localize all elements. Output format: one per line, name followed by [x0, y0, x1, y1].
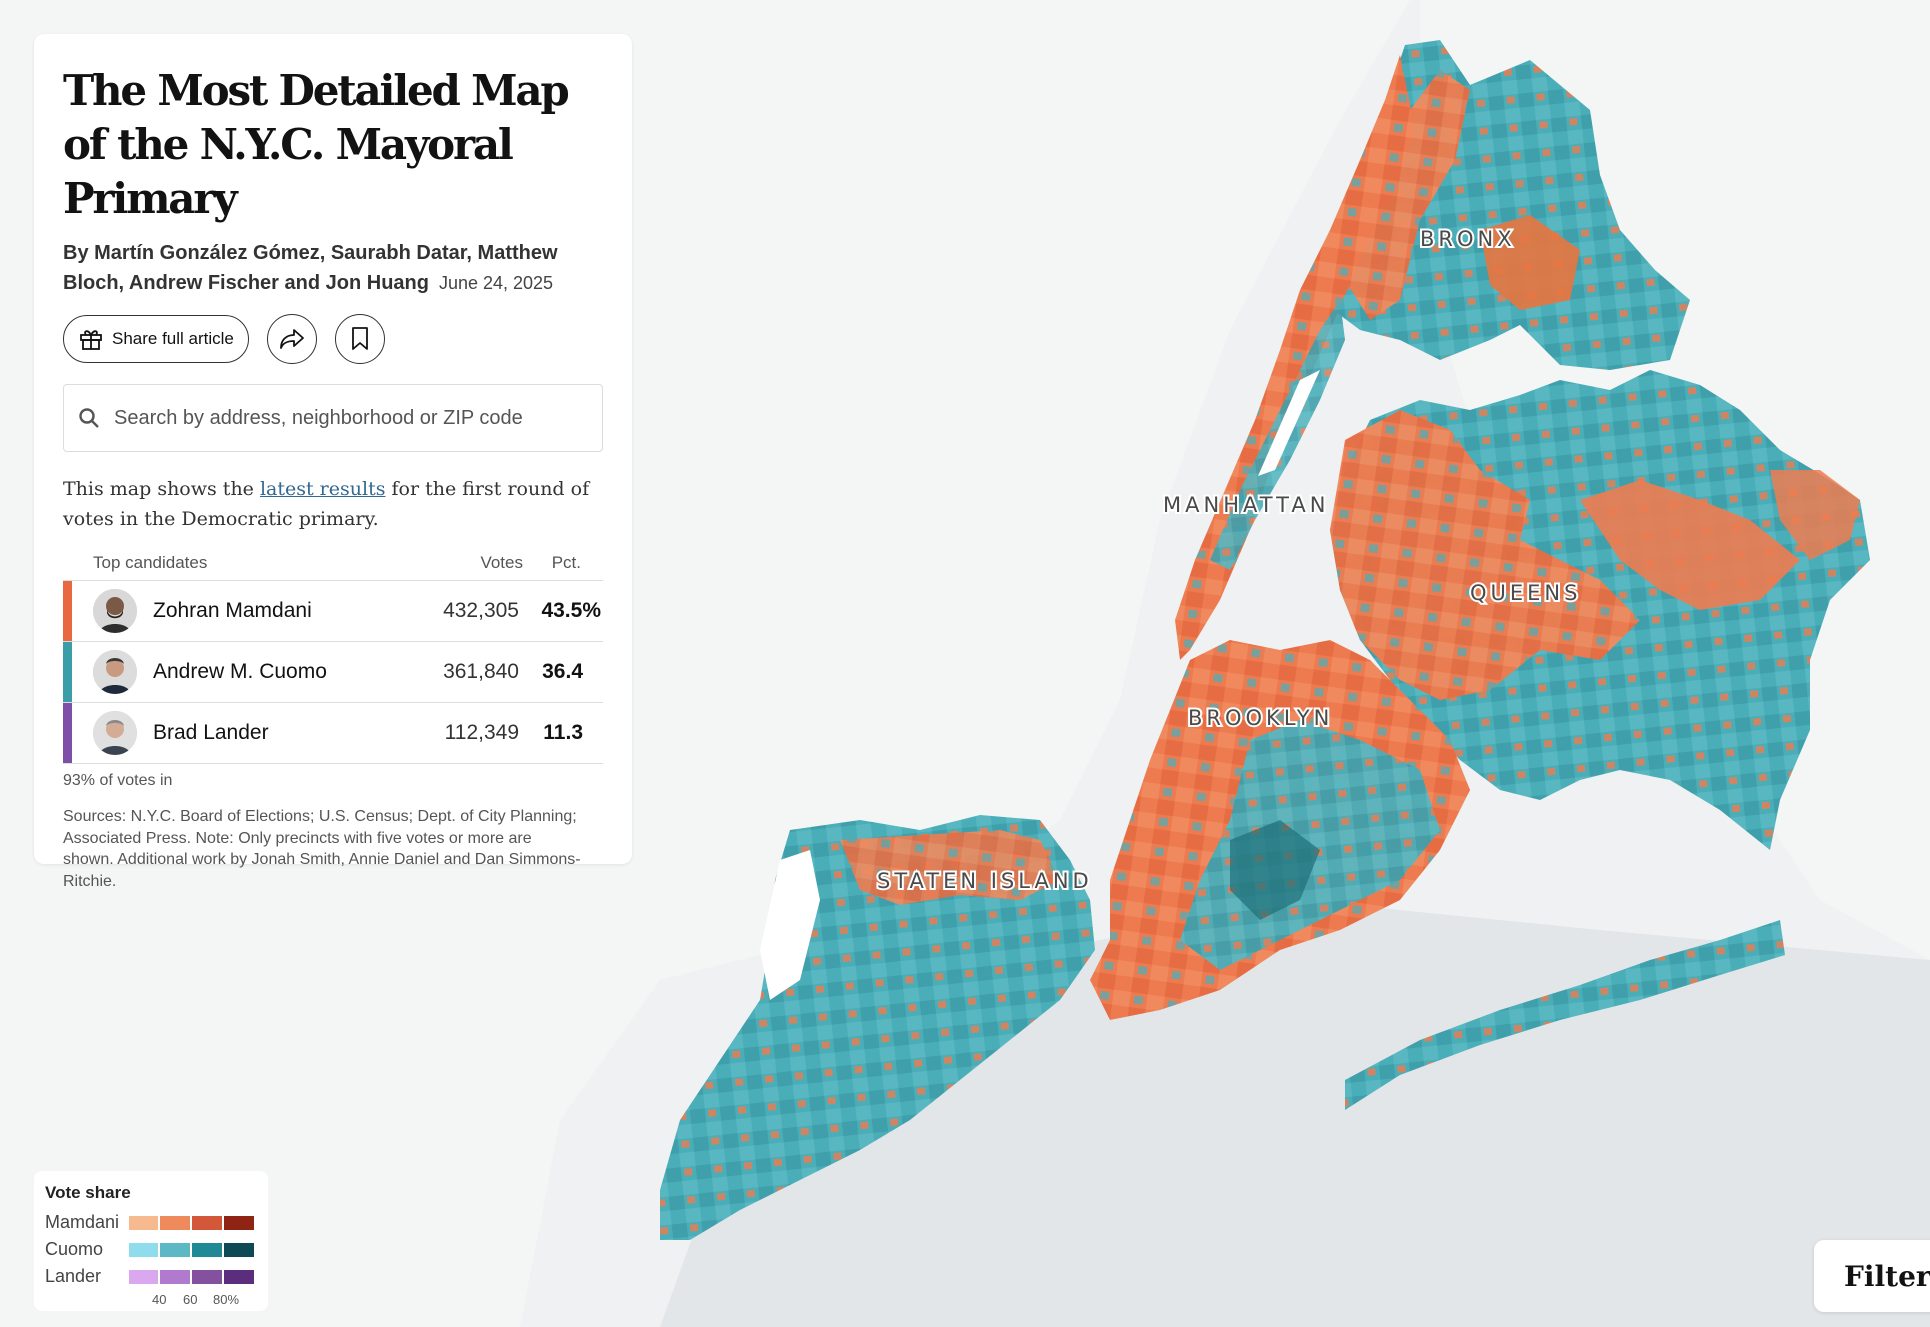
- legend-swatch: [160, 1242, 191, 1257]
- candidate-pct: 36.4: [542, 660, 583, 683]
- intro-after: for the first round of votes in the Demo…: [63, 478, 590, 530]
- candidate-color-bar: [63, 703, 72, 763]
- legend-swatch: [224, 1215, 255, 1230]
- search-input[interactable]: [112, 405, 586, 431]
- label-queens: QUEENS: [1470, 581, 1581, 605]
- candidate-color-bar: [63, 581, 72, 641]
- legend-swatch: [192, 1215, 223, 1230]
- legend-swatch: [128, 1269, 159, 1284]
- share-full-article-button[interactable]: Share full article: [63, 315, 249, 363]
- filter-button[interactable]: Filter b: [1814, 1240, 1930, 1312]
- legend-ticks: 40 60 80%: [45, 1290, 256, 1308]
- byline: By Martín González Gómez, Saurabh Datar,…: [63, 238, 603, 298]
- legend-row-mamdani: Mamdani: [45, 1209, 256, 1236]
- search-icon: [79, 408, 99, 428]
- queens-west-precincts: [1330, 410, 1640, 700]
- candidate-color-bar: [63, 642, 72, 702]
- vote-share-legend: Vote share Mamdani Cuomo Lander 40 60 80…: [34, 1171, 268, 1311]
- share-button-label: Share full article: [112, 329, 234, 348]
- gift-icon: [80, 330, 102, 350]
- candidate-row: Brad Lander 112,349 11.3: [63, 703, 603, 764]
- candidate-avatar: [93, 650, 137, 694]
- share-arrow-icon: [279, 329, 304, 349]
- candidate-avatar: [93, 589, 137, 633]
- bookmark-icon: [351, 327, 368, 350]
- label-staten-island: STATEN ISLAND: [877, 869, 1093, 893]
- label-manhattan: MANHATTAN: [1163, 493, 1329, 517]
- candidate-pct: 11.3: [543, 721, 583, 744]
- staten-island-borough[interactable]: [660, 815, 1095, 1240]
- results-header: Top candidates Votes Pct.: [63, 546, 603, 581]
- reporting-status: 93% of votes in: [63, 772, 173, 789]
- page-title: The Most Detailed Map of the N.Y.C. Mayo…: [63, 66, 570, 223]
- candidate-pct: 43.5%: [541, 599, 601, 622]
- queens-central-precincts: [1580, 480, 1800, 610]
- bronx-central-precincts: [1480, 215, 1580, 310]
- label-brooklyn: BROOKLYN: [1188, 706, 1333, 730]
- legend-row-cuomo: Cuomo: [45, 1236, 256, 1263]
- rockaway-peninsula[interactable]: [1345, 920, 1785, 1110]
- legend-swatch: [160, 1269, 191, 1284]
- header-candidates: Top candidates: [93, 553, 208, 572]
- publish-date: June 24, 2025: [438, 273, 554, 293]
- legend-tick: 80%: [213, 1292, 240, 1307]
- legend-swatch: [192, 1269, 223, 1284]
- save-button[interactable]: [334, 314, 385, 364]
- share-button[interactable]: [266, 314, 317, 364]
- staten-island-north-precincts: [840, 830, 1060, 905]
- central-park: [1258, 370, 1320, 476]
- candidate-avatar: [93, 711, 137, 755]
- intro-text: This map shows the latest results for th…: [63, 474, 603, 534]
- legend-swatch: [192, 1242, 223, 1257]
- bronx-west-precincts: [1345, 70, 1470, 320]
- legend-tick: 40: [152, 1292, 167, 1307]
- legend-swatch: [224, 1242, 255, 1257]
- legend-swatch: [128, 1215, 159, 1230]
- label-bronx: BRONX: [1420, 227, 1516, 251]
- legend-swatch: [128, 1242, 159, 1257]
- candidate-votes: 112,349: [444, 721, 519, 744]
- candidate-name: Zohran Mamdani: [153, 599, 312, 622]
- candidate-votes: 432,305: [443, 599, 519, 622]
- results-table: Top candidates Votes Pct. Zohran Mamdani…: [63, 546, 603, 764]
- staten-island-inlet: [760, 850, 820, 1000]
- article-actions: Share full article: [63, 314, 603, 364]
- legend-label: Lander: [45, 1266, 102, 1286]
- header-pct: Pct.: [551, 553, 581, 572]
- legend-swatch: [224, 1269, 255, 1284]
- legend-label: Mamdani: [45, 1212, 120, 1232]
- queens-east-precincts: [1770, 470, 1860, 560]
- candidate-row: Zohran Mamdani 432,305 43.5%: [63, 581, 603, 642]
- article-panel: The Most Detailed Map of the N.Y.C. Mayo…: [34, 34, 632, 890]
- candidate-row: Andrew M. Cuomo 361,840 36.4: [63, 642, 603, 703]
- sources-note: Sources: N.Y.C. Board of Elections; U.S.…: [63, 808, 581, 890]
- candidate-votes: 361,840: [443, 660, 519, 683]
- byline-authors: By Martín González Gómez, Saurabh Datar,…: [63, 242, 558, 294]
- legend-row-lander: Lander: [45, 1263, 256, 1290]
- legend-tick: 60: [183, 1292, 198, 1307]
- candidate-name: Brad Lander: [153, 721, 269, 744]
- intro-before: This map shows the: [63, 478, 260, 500]
- address-search[interactable]: [63, 384, 603, 452]
- legend-label: Cuomo: [45, 1239, 104, 1259]
- legend-title: Vote share: [45, 1183, 131, 1202]
- legend-swatch: [160, 1215, 191, 1230]
- latest-results-link[interactable]: latest results: [259, 478, 386, 500]
- candidate-name: Andrew M. Cuomo: [153, 660, 327, 683]
- brooklyn-dark-precincts: [1230, 820, 1320, 920]
- header-votes: Votes: [480, 553, 523, 572]
